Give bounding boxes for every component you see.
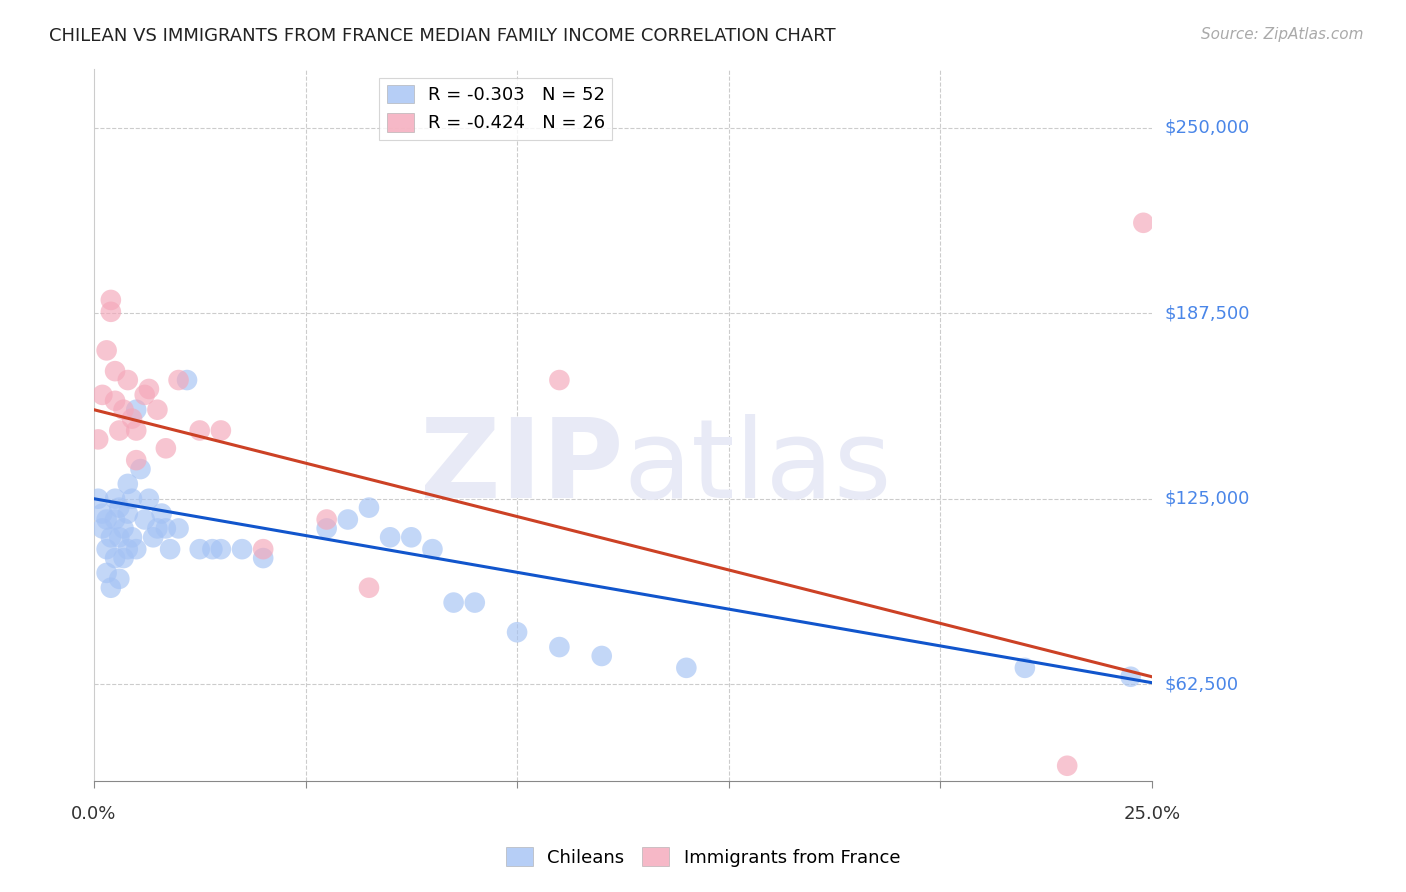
- Point: [104, 512, 127, 526]
- Point: [159, 542, 181, 557]
- Point: [117, 373, 139, 387]
- Point: [108, 530, 131, 544]
- Point: [146, 521, 169, 535]
- Point: [96, 343, 118, 358]
- Point: [548, 373, 571, 387]
- Point: [378, 530, 401, 544]
- Point: [134, 512, 156, 526]
- Point: [125, 424, 148, 438]
- Point: [125, 402, 148, 417]
- Point: [104, 364, 127, 378]
- Point: [87, 491, 110, 506]
- Point: [1014, 661, 1036, 675]
- Point: [176, 373, 198, 387]
- Point: [357, 581, 380, 595]
- Point: [96, 566, 118, 580]
- Point: [155, 521, 177, 535]
- Point: [252, 551, 274, 566]
- Point: [336, 512, 359, 526]
- Point: [121, 411, 143, 425]
- Point: [104, 393, 127, 408]
- Point: [315, 521, 337, 535]
- Point: [108, 572, 131, 586]
- Text: Source: ZipAtlas.com: Source: ZipAtlas.com: [1201, 27, 1364, 42]
- Point: [1132, 216, 1154, 230]
- Point: [150, 507, 173, 521]
- Point: [401, 530, 423, 544]
- Point: [100, 530, 122, 544]
- Point: [315, 512, 337, 526]
- Point: [209, 542, 232, 557]
- Point: [104, 551, 127, 566]
- Point: [138, 382, 160, 396]
- Text: $125,000: $125,000: [1164, 490, 1250, 508]
- Point: [506, 625, 529, 640]
- Point: [108, 500, 131, 515]
- Point: [100, 293, 122, 307]
- Legend: Chileans, Immigrants from France: Chileans, Immigrants from France: [498, 840, 908, 874]
- Point: [121, 530, 143, 544]
- Text: 25.0%: 25.0%: [1123, 805, 1181, 823]
- Text: $250,000: $250,000: [1164, 119, 1250, 136]
- Point: [100, 581, 122, 595]
- Point: [252, 542, 274, 557]
- Text: $187,500: $187,500: [1164, 304, 1250, 322]
- Legend: R = -0.303   N = 52, R = -0.424   N = 26: R = -0.303 N = 52, R = -0.424 N = 26: [380, 78, 613, 140]
- Point: [108, 424, 131, 438]
- Point: [167, 373, 190, 387]
- Point: [117, 542, 139, 557]
- Text: $62,500: $62,500: [1164, 675, 1239, 693]
- Point: [104, 491, 127, 506]
- Point: [188, 542, 211, 557]
- Text: atlas: atlas: [623, 414, 891, 521]
- Point: [675, 661, 697, 675]
- Point: [201, 542, 224, 557]
- Point: [146, 402, 169, 417]
- Point: [155, 442, 177, 456]
- Point: [91, 521, 114, 535]
- Point: [117, 507, 139, 521]
- Point: [167, 521, 190, 535]
- Point: [548, 640, 571, 654]
- Point: [188, 424, 211, 438]
- Point: [91, 507, 114, 521]
- Text: 0.0%: 0.0%: [72, 805, 117, 823]
- Point: [112, 402, 135, 417]
- Point: [1119, 670, 1142, 684]
- Point: [443, 596, 465, 610]
- Text: ZIP: ZIP: [419, 414, 623, 521]
- Point: [1056, 758, 1078, 772]
- Point: [422, 542, 444, 557]
- Point: [91, 388, 114, 402]
- Point: [209, 424, 232, 438]
- Point: [129, 462, 152, 476]
- Point: [138, 491, 160, 506]
- Point: [121, 491, 143, 506]
- Point: [112, 521, 135, 535]
- Point: [357, 500, 380, 515]
- Point: [96, 512, 118, 526]
- Point: [96, 542, 118, 557]
- Point: [125, 453, 148, 467]
- Point: [591, 648, 613, 663]
- Point: [117, 476, 139, 491]
- Point: [112, 551, 135, 566]
- Point: [142, 530, 165, 544]
- Point: [87, 433, 110, 447]
- Point: [231, 542, 253, 557]
- Text: CHILEAN VS IMMIGRANTS FROM FRANCE MEDIAN FAMILY INCOME CORRELATION CHART: CHILEAN VS IMMIGRANTS FROM FRANCE MEDIAN…: [49, 27, 835, 45]
- Point: [100, 305, 122, 319]
- Point: [134, 388, 156, 402]
- Point: [125, 542, 148, 557]
- Point: [464, 596, 486, 610]
